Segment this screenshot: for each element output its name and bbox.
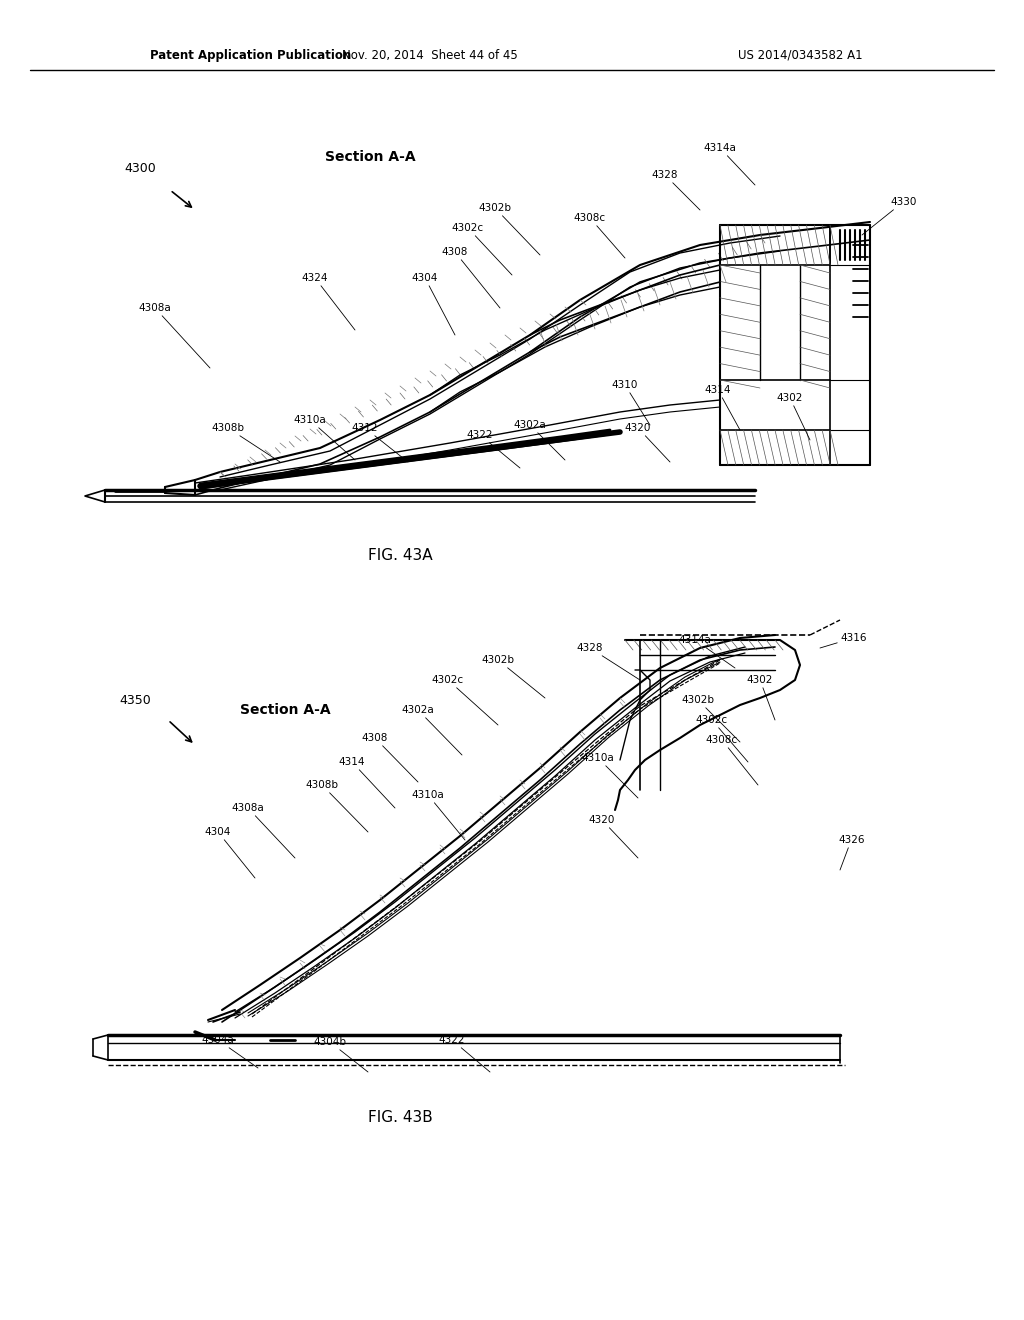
Text: 4302c: 4302c <box>432 675 498 725</box>
Text: 4322: 4322 <box>467 430 520 469</box>
Text: 4304b: 4304b <box>313 1038 368 1072</box>
Text: 4308: 4308 <box>361 733 418 781</box>
Text: 4310a: 4310a <box>582 752 638 799</box>
Text: 4326: 4326 <box>838 836 864 870</box>
Text: 4314: 4314 <box>705 385 740 430</box>
Text: 4322: 4322 <box>438 1035 490 1072</box>
Text: 4316: 4316 <box>820 634 866 648</box>
Text: 4310a: 4310a <box>412 789 465 840</box>
Text: Nov. 20, 2014  Sheet 44 of 45: Nov. 20, 2014 Sheet 44 of 45 <box>342 49 518 62</box>
Text: FIG. 43B: FIG. 43B <box>368 1110 432 1126</box>
Text: 4302a: 4302a <box>514 420 565 459</box>
Text: 4302c: 4302c <box>452 223 512 275</box>
Text: 4310a: 4310a <box>294 414 355 459</box>
Text: 4320: 4320 <box>589 814 638 858</box>
Text: Section A-A: Section A-A <box>325 150 416 164</box>
Text: 4320: 4320 <box>625 422 670 462</box>
Text: 4304a: 4304a <box>202 1035 258 1068</box>
Text: 4324: 4324 <box>302 273 355 330</box>
Text: 4328: 4328 <box>651 170 700 210</box>
Text: Section A-A: Section A-A <box>240 704 331 717</box>
Text: 4308c: 4308c <box>706 735 758 785</box>
Text: 4308: 4308 <box>441 247 500 308</box>
Text: 4330: 4330 <box>862 197 916 235</box>
Text: 4308b: 4308b <box>212 422 280 462</box>
Text: FIG. 43A: FIG. 43A <box>368 548 432 562</box>
Text: 4302: 4302 <box>777 393 810 440</box>
Text: 4308b: 4308b <box>305 780 368 832</box>
Text: 4308a: 4308a <box>138 304 210 368</box>
Text: 4314: 4314 <box>339 756 395 808</box>
Text: 4302c: 4302c <box>696 715 748 762</box>
Text: 4300: 4300 <box>124 161 156 174</box>
Text: 4314a: 4314a <box>679 635 735 668</box>
Text: 4310: 4310 <box>611 380 650 425</box>
Text: 4302b: 4302b <box>481 655 545 698</box>
Text: 4302a: 4302a <box>401 705 462 755</box>
Text: Patent Application Publication: Patent Application Publication <box>150 49 351 62</box>
Text: 4350: 4350 <box>119 693 151 706</box>
Text: 4302: 4302 <box>746 675 775 719</box>
Text: 4314a: 4314a <box>703 143 755 185</box>
Text: 4308c: 4308c <box>573 213 625 257</box>
Text: 4302b: 4302b <box>682 696 740 742</box>
Text: 4302b: 4302b <box>478 203 540 255</box>
Text: 4304: 4304 <box>205 828 255 878</box>
Text: 4328: 4328 <box>577 643 640 680</box>
Text: US 2014/0343582 A1: US 2014/0343582 A1 <box>737 49 862 62</box>
Text: 4312: 4312 <box>352 422 408 462</box>
Text: 4308a: 4308a <box>231 803 295 858</box>
Text: 4304: 4304 <box>412 273 455 335</box>
